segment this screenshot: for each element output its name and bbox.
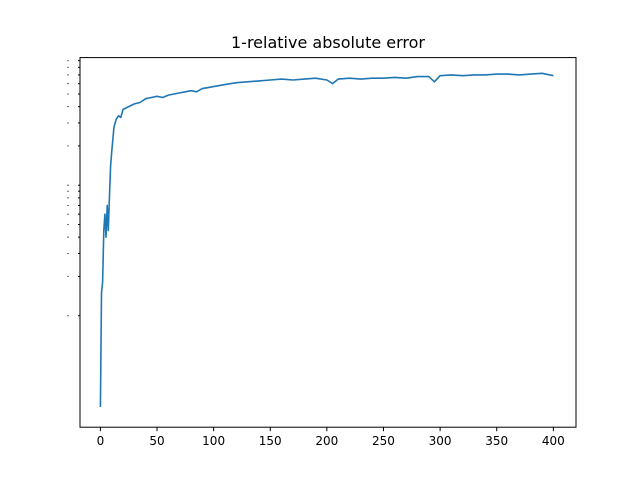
x-tick-label: 0: [97, 434, 105, 448]
y-tick-label: [67, 122, 69, 124]
y-tick-label: [67, 106, 69, 108]
y-tick-label: [67, 66, 69, 68]
plot-frame: [79, 57, 577, 428]
y-tick-label: [67, 184, 69, 186]
y-tick-label: [67, 145, 69, 147]
y-tick-label: [67, 315, 69, 317]
x-tick-label: 100: [202, 434, 225, 448]
series-line: [99, 72, 554, 408]
x-tick-label: 300: [429, 434, 452, 448]
y-tick-label: [67, 252, 69, 255]
x-tick-label: 350: [485, 434, 508, 448]
x-tick-label: 250: [372, 434, 395, 448]
x-tick-label: 200: [315, 434, 338, 448]
y-tick-label: [67, 60, 69, 62]
y-tick-label: [67, 93, 69, 95]
x-tick-label: 150: [259, 434, 282, 448]
y-tick-label: [67, 213, 69, 215]
y-tick-label: [67, 223, 69, 226]
y-tick-label: [67, 83, 69, 85]
y-tick-label: [67, 236, 69, 238]
x-tick-label: 50: [149, 434, 164, 448]
y-tick-label: [67, 197, 69, 199]
y-tick-label: [67, 190, 69, 192]
y-tick-label: [67, 275, 69, 278]
x-tick-label: 400: [542, 434, 565, 448]
y-tick-label: [67, 74, 69, 76]
y-tick-label: [67, 204, 69, 207]
chart-title: 1-relative absolute error: [231, 33, 425, 52]
y-axis-ticks: [67, 60, 80, 317]
x-axis-ticks: 0 50 100 150 200 250 300 350 400: [97, 427, 565, 448]
